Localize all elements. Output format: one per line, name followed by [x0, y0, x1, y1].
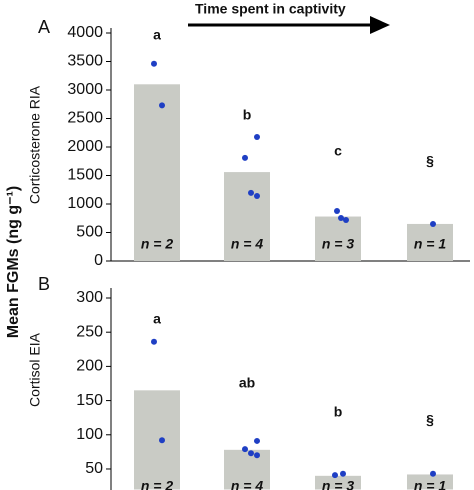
y-tick-label: 300 [76, 289, 103, 306]
y-axis-label: Cortisol EIA [27, 332, 43, 407]
data-point [334, 208, 340, 215]
bar [315, 216, 361, 261]
arrow-head [370, 16, 390, 34]
y-tick-label: 1000 [67, 195, 103, 212]
n-label: n = 2 [141, 478, 174, 490]
y-tick-label: 2000 [67, 138, 103, 155]
y-tick-label: 150 [76, 392, 103, 409]
significance-letter: ab [239, 375, 255, 391]
data-point [242, 446, 248, 453]
n-label: n = 4 [231, 478, 264, 490]
data-point [151, 60, 157, 67]
significance-letter: b [243, 107, 252, 123]
data-point [254, 437, 260, 444]
y-tick-label: 1500 [67, 167, 103, 184]
significance-letter: a [153, 27, 161, 43]
y-tick-label: 200 [76, 358, 103, 375]
y-tick-label: 3500 [67, 53, 103, 70]
data-point [343, 217, 349, 224]
data-point [254, 452, 260, 459]
y-tick-label: 500 [76, 224, 103, 241]
y-tick-label: 0 [94, 252, 103, 269]
n-label: n = 3 [322, 478, 355, 490]
data-point [159, 102, 165, 109]
bar [315, 475, 361, 490]
data-point [151, 338, 157, 345]
significance-letter: § [426, 153, 434, 169]
y-tick-label: 3000 [67, 81, 103, 98]
bar [224, 449, 270, 490]
data-point [242, 154, 248, 161]
data-point [254, 193, 260, 200]
n-label: n = 1 [414, 478, 447, 490]
bar [407, 474, 453, 490]
data-point [248, 450, 254, 457]
significance-letter: c [334, 143, 342, 159]
bar [224, 172, 270, 261]
bar [407, 223, 453, 261]
data-point [248, 189, 254, 196]
y-tick-label: 50 [85, 460, 103, 477]
n-label: n = 1 [414, 236, 447, 252]
annotation: Time spent in captivity [195, 1, 346, 17]
n-label: n = 3 [322, 236, 355, 252]
y-axis-label: Corticosterone RIA [27, 85, 43, 204]
data-point [332, 472, 338, 479]
y-axis-label: Mean FGMs (ng g⁻¹) [5, 186, 22, 338]
data-point [254, 134, 260, 141]
n-label: n = 2 [141, 236, 174, 252]
bar [134, 84, 180, 261]
y-tick-label: 100 [76, 426, 103, 443]
data-point [430, 221, 436, 228]
significance-letter: a [153, 311, 161, 327]
panel-label: A [38, 17, 50, 37]
y-tick-label: 2500 [67, 110, 103, 127]
y-tick-label: 4000 [67, 24, 103, 41]
data-point [159, 437, 165, 444]
bar [134, 390, 180, 490]
data-point [340, 470, 346, 477]
y-tick-label: 250 [76, 323, 103, 340]
data-point [338, 215, 344, 222]
data-point [430, 470, 436, 477]
panel-label: B [38, 274, 50, 294]
significance-letter: § [426, 412, 434, 428]
significance-letter: b [334, 404, 343, 420]
n-label: n = 4 [231, 236, 264, 252]
